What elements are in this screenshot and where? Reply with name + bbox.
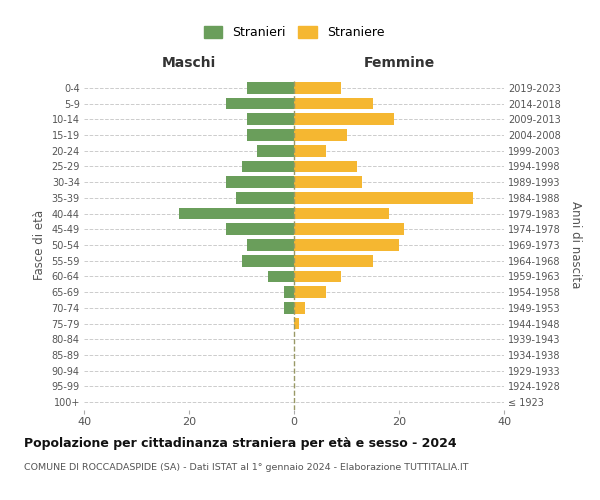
Bar [294, 176, 362, 188]
Text: Popolazione per cittadinanza straniera per età e sesso - 2024: Popolazione per cittadinanza straniera p… [24, 438, 457, 450]
Bar [257, 145, 294, 156]
Text: Femmine: Femmine [364, 56, 434, 70]
Bar [226, 176, 294, 188]
Bar [294, 160, 357, 172]
Bar [294, 318, 299, 330]
Bar [247, 82, 294, 94]
Bar [294, 129, 347, 141]
Bar [236, 192, 294, 204]
Bar [294, 239, 399, 251]
Bar [294, 192, 473, 204]
Bar [226, 98, 294, 110]
Bar [247, 129, 294, 141]
Legend: Stranieri, Straniere: Stranieri, Straniere [199, 21, 389, 44]
Text: Maschi: Maschi [162, 56, 216, 70]
Bar [294, 286, 325, 298]
Bar [268, 270, 294, 282]
Bar [294, 82, 341, 94]
Bar [294, 255, 373, 266]
Bar [179, 208, 294, 220]
Bar [284, 302, 294, 314]
Bar [241, 160, 294, 172]
Bar [226, 224, 294, 235]
Bar [294, 114, 394, 125]
Bar [294, 270, 341, 282]
Bar [284, 286, 294, 298]
Bar [294, 145, 325, 156]
Bar [294, 208, 389, 220]
Y-axis label: Anni di nascita: Anni di nascita [569, 202, 583, 288]
Bar [294, 302, 305, 314]
Y-axis label: Fasce di età: Fasce di età [33, 210, 46, 280]
Bar [247, 114, 294, 125]
Bar [294, 98, 373, 110]
Bar [294, 224, 404, 235]
Text: COMUNE DI ROCCADASPIDE (SA) - Dati ISTAT al 1° gennaio 2024 - Elaborazione TUTTI: COMUNE DI ROCCADASPIDE (SA) - Dati ISTAT… [24, 462, 469, 471]
Bar [241, 255, 294, 266]
Bar [247, 239, 294, 251]
